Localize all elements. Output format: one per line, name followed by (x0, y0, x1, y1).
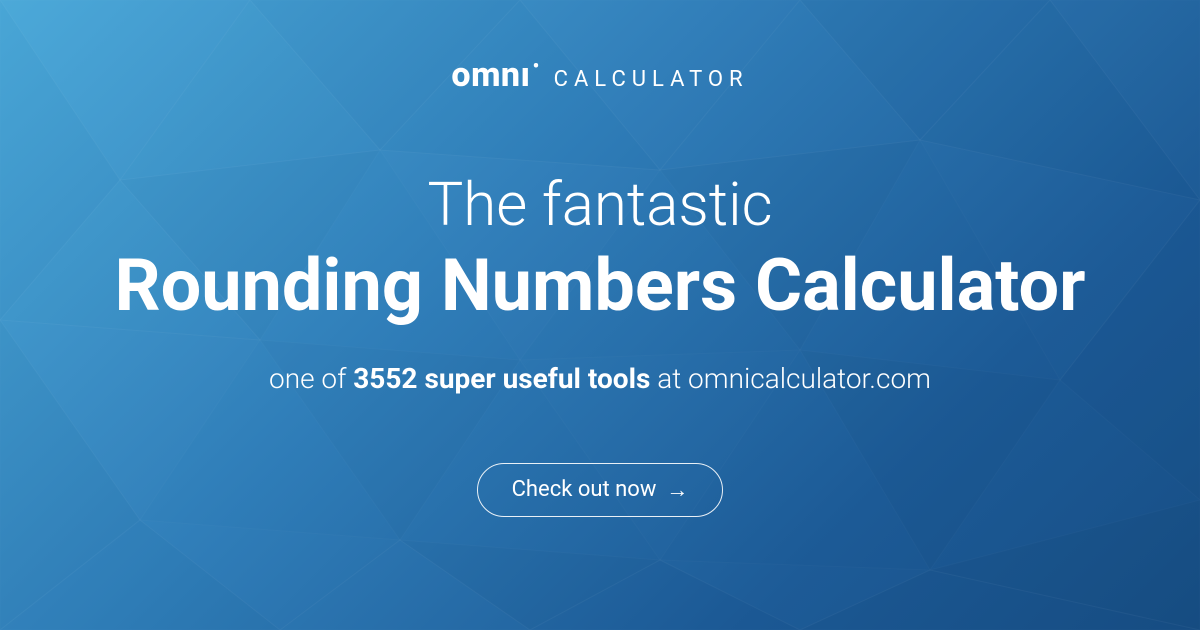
brand-dot-icon: • (533, 56, 540, 77)
brand-subtext: CALCULATOR (554, 67, 749, 92)
cta-label: Check out now (512, 477, 657, 502)
tagline-prefix: one of (269, 362, 353, 395)
brand-logo-text: omnı (451, 55, 530, 95)
headline-main: Rounding Numbers Calculator (114, 245, 1085, 328)
tagline: one of 3552 super useful tools at omnica… (269, 362, 931, 395)
headline: The fantastic Rounding Numbers Calculato… (114, 170, 1085, 328)
check-out-button[interactable]: Check out now → (477, 463, 724, 517)
tagline-mid: super useful tools (418, 362, 651, 395)
tagline-count: 3552 (353, 362, 417, 395)
hero-card: omnı• CALCULATOR The fantastic Rounding … (0, 0, 1200, 630)
arrow-right-icon: → (666, 477, 688, 503)
headline-top: The fantastic (114, 170, 1085, 239)
tagline-suffix: at omnicalculator.com (650, 362, 931, 395)
brand-logo: omnı• (451, 58, 539, 92)
brand: omnı• CALCULATOR (451, 58, 748, 92)
